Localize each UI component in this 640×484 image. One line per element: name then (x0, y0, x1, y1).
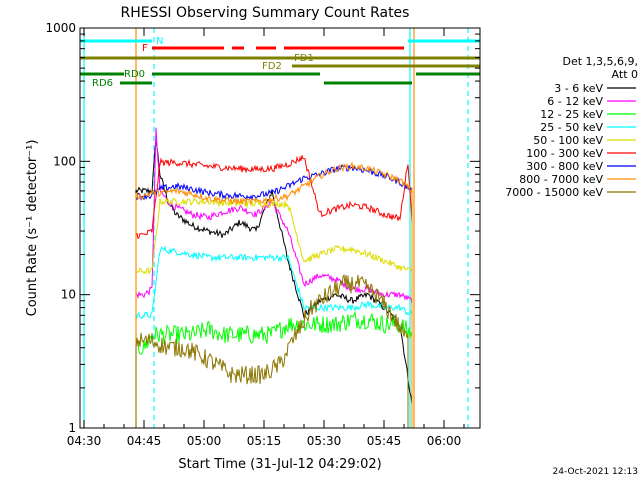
x-tick-label: 06:00 (427, 434, 462, 448)
flag-label: RD6 (92, 78, 113, 89)
legend-label: 12 - 25 keV (540, 108, 603, 121)
plot-frame (79, 27, 481, 429)
x-tick-label: 04:45 (127, 434, 162, 448)
y-axis-label: Count Rate (s⁻¹ detector⁻¹) (25, 140, 40, 317)
legend-header: Det 1,3,5,6,9, (562, 55, 638, 68)
x-axis-label: Start Time (31-Jul-12 04:29:02) (178, 457, 381, 472)
plot-area: NF FD1 FD2 RD0 RD6 (80, 28, 480, 428)
series-line (135, 161, 413, 428)
x-tick-label: 05:00 (187, 434, 222, 448)
y-tick-label: 1000 (45, 21, 76, 35)
legend-header: Att 0 (612, 68, 638, 81)
axes: 04:30 04:45 05:00 05:15 05:30 05:45 06:00 1 10 10… (45, 21, 480, 448)
series-line (135, 310, 413, 428)
flag-label: F (142, 43, 148, 54)
flag-label: N (156, 36, 163, 47)
x-tick-label: 05:30 (307, 434, 342, 448)
chart-title: RHESSI Observing Summary Count Rates (121, 5, 410, 21)
x-tick-label: 04:30 (67, 434, 102, 448)
footer-timestamp: 24-Oct-2021 12:13 (553, 467, 638, 477)
legend-label: 3 - 6 keV (554, 82, 603, 95)
series-line (135, 245, 413, 428)
legend-label: 100 - 300 keV (526, 147, 603, 160)
series-line (135, 273, 409, 428)
legend-label: 7000 - 15000 keV (505, 186, 603, 199)
legend-label: 300 - 800 keV (526, 160, 603, 173)
legend-label: 800 - 7000 keV (519, 173, 603, 186)
y-tick-label: 100 (53, 154, 76, 168)
legend-label: 6 - 12 keV (547, 95, 603, 108)
series-line (135, 155, 413, 428)
legend-label: 25 - 50 keV (540, 121, 603, 134)
y-tick-label: 10 (61, 288, 76, 302)
series-line (135, 163, 413, 428)
series-line (135, 197, 413, 428)
flag-label: FD2 (262, 61, 282, 72)
x-tick-label: 05:45 (367, 434, 402, 448)
y-tick-label: 1 (68, 421, 76, 435)
x-tick-label: 05:15 (247, 434, 282, 448)
flag-label: FD1 (294, 53, 314, 64)
flag-label: RD0 (124, 69, 145, 80)
legend-label: 50 - 100 keV (533, 134, 603, 147)
